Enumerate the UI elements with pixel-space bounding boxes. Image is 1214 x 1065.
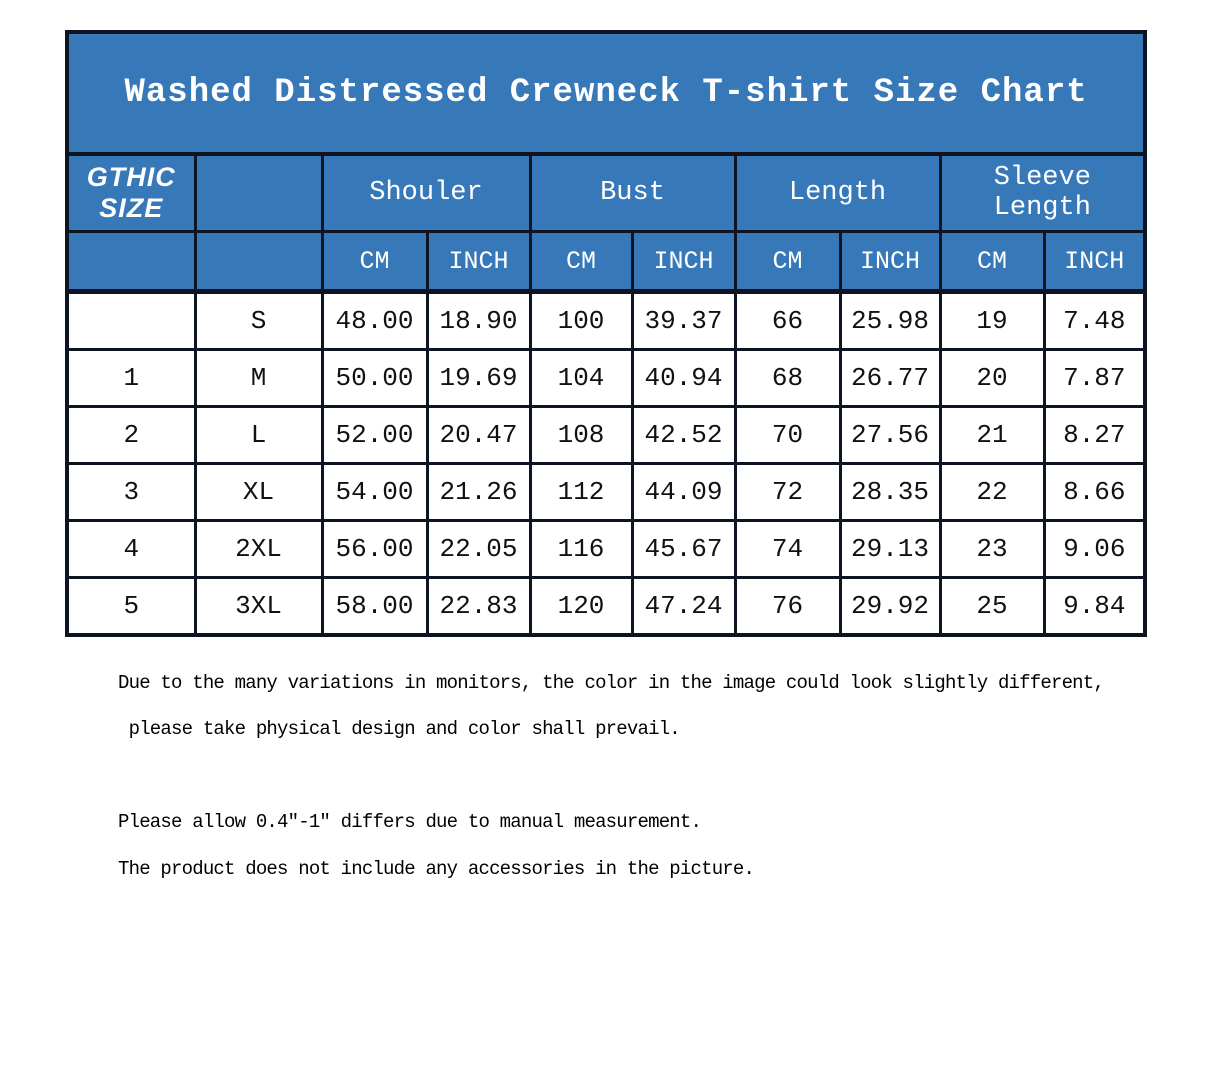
table-row-s: S 48.00 18.90 100 39.37 66 25.98 19 7.48 — [65, 290, 1147, 351]
unit-header-row: CM INCH CM INCH CM INCH CM INCH — [65, 230, 1147, 294]
sleeve-inch-cell: 7.87 — [1042, 348, 1147, 408]
row-number-cell: 5 — [65, 576, 197, 637]
table-row-3xl: 5 3XL 58.00 22.83 120 47.24 76 29.92 25 … — [65, 576, 1147, 637]
length-inch-cell: 29.92 — [838, 576, 942, 637]
unit-bust-inch: INCH — [630, 230, 737, 294]
shoulder-cm-cell: 58.00 — [320, 576, 429, 637]
length-cm-cell: 66 — [733, 290, 842, 351]
table-row-xl: 3 XL 54.00 21.26 112 44.09 72 28.35 22 8… — [65, 462, 1147, 522]
unit-sleeve-inch: INCH — [1042, 230, 1147, 294]
bust-inch-cell: 47.24 — [630, 576, 737, 637]
length-inch-cell: 26.77 — [838, 348, 942, 408]
unit-length-inch: INCH — [838, 230, 942, 294]
table-row-2xl: 4 2XL 56.00 22.05 116 45.67 74 29.13 23 … — [65, 519, 1147, 579]
row-number-cell — [65, 290, 197, 351]
column-group-header-row: GTHIC SIZE Shouler Bust Length Sleeve Le… — [65, 152, 1147, 233]
bust-cm-cell: 100 — [528, 290, 634, 351]
title-row: Washed Distressed Crewneck T-shirt Size … — [65, 30, 1147, 156]
bust-cm-cell: 108 — [528, 405, 634, 465]
size-cell: L — [193, 405, 324, 465]
table-row-m: 1 M 50.00 19.69 104 40.94 68 26.77 20 7.… — [65, 348, 1147, 408]
unit-sleeve-cm: CM — [938, 230, 1046, 294]
row-number-cell: 3 — [65, 462, 197, 522]
size-cell: XL — [193, 462, 324, 522]
shoulder-cm-cell: 48.00 — [320, 290, 429, 351]
shoulder-inch-cell: 22.83 — [425, 576, 532, 637]
note-accessories: The product does not include any accesso… — [118, 858, 755, 880]
size-cell: M — [193, 348, 324, 408]
column-group-sleeve-length: Sleeve Length — [938, 152, 1147, 233]
shoulder-cm-cell: 54.00 — [320, 462, 429, 522]
shoulder-inch-cell: 18.90 — [425, 290, 532, 351]
note-manual-measurement: Please allow 0.4"-1" differs due to manu… — [118, 811, 702, 833]
shoulder-cm-cell: 50.00 — [320, 348, 429, 408]
shoulder-inch-cell: 19.69 — [425, 348, 532, 408]
unit-blank-size — [193, 230, 324, 294]
row-number-cell: 1 — [65, 348, 197, 408]
length-cm-cell: 68 — [733, 348, 842, 408]
bust-inch-cell: 40.94 — [630, 348, 737, 408]
bust-inch-cell: 44.09 — [630, 462, 737, 522]
unit-bust-cm: CM — [528, 230, 634, 294]
bust-inch-cell: 42.52 — [630, 405, 737, 465]
sleeve-cm-cell: 22 — [938, 462, 1046, 522]
unit-blank-number — [65, 230, 197, 294]
table-row-l: 2 L 52.00 20.47 108 42.52 70 27.56 21 8.… — [65, 405, 1147, 465]
sleeve-inch-cell: 9.06 — [1042, 519, 1147, 579]
shoulder-inch-cell: 20.47 — [425, 405, 532, 465]
length-inch-cell: 27.56 — [838, 405, 942, 465]
sleeve-inch-cell: 7.48 — [1042, 290, 1147, 351]
row-number-cell: 2 — [65, 405, 197, 465]
sleeve-cm-cell: 25 — [938, 576, 1046, 637]
size-cell: 2XL — [193, 519, 324, 579]
bust-cm-cell: 112 — [528, 462, 634, 522]
size-cell: S — [193, 290, 324, 351]
column-group-shoulder: Shouler — [320, 152, 532, 233]
note-monitor-color-line1: Due to the many variations in monitors, … — [118, 672, 1105, 694]
length-cm-cell: 74 — [733, 519, 842, 579]
bust-inch-cell: 45.67 — [630, 519, 737, 579]
length-inch-cell: 25.98 — [838, 290, 942, 351]
size-cell: 3XL — [193, 576, 324, 637]
shoulder-inch-cell: 21.26 — [425, 462, 532, 522]
sleeve-cm-cell: 19 — [938, 290, 1046, 351]
sleeve-inch-cell: 8.27 — [1042, 405, 1147, 465]
sleeve-cm-cell: 23 — [938, 519, 1046, 579]
unit-length-cm: CM — [733, 230, 842, 294]
bust-cm-cell: 116 — [528, 519, 634, 579]
size-chart-table: Washed Distressed Crewneck T-shirt Size … — [65, 30, 1148, 637]
bust-cm-cell: 104 — [528, 348, 634, 408]
column-group-length: Length — [733, 152, 942, 233]
sleeve-cm-cell: 20 — [938, 348, 1046, 408]
length-inch-cell: 28.35 — [838, 462, 942, 522]
bust-inch-cell: 39.37 — [630, 290, 737, 351]
length-cm-cell: 70 — [733, 405, 842, 465]
size-column-header-blank — [193, 152, 324, 233]
unit-shoulder-inch: INCH — [425, 230, 532, 294]
sleeve-cm-cell: 21 — [938, 405, 1046, 465]
shoulder-cm-cell: 56.00 — [320, 519, 429, 579]
sleeve-inch-cell: 9.84 — [1042, 576, 1147, 637]
length-inch-cell: 29.13 — [838, 519, 942, 579]
bust-cm-cell: 120 — [528, 576, 634, 637]
column-group-bust: Bust — [528, 152, 737, 233]
sleeve-inch-cell: 8.66 — [1042, 462, 1147, 522]
length-cm-cell: 72 — [733, 462, 842, 522]
chart-title: Washed Distressed Crewneck T-shirt Size … — [65, 30, 1147, 156]
unit-shoulder-cm: CM — [320, 230, 429, 294]
length-cm-cell: 76 — [733, 576, 842, 637]
row-number-cell: 4 — [65, 519, 197, 579]
note-monitor-color-line2: please take physical design and color sh… — [118, 718, 681, 740]
shoulder-cm-cell: 52.00 — [320, 405, 429, 465]
brand-size-label: GTHIC SIZE — [65, 152, 197, 233]
shoulder-inch-cell: 22.05 — [425, 519, 532, 579]
